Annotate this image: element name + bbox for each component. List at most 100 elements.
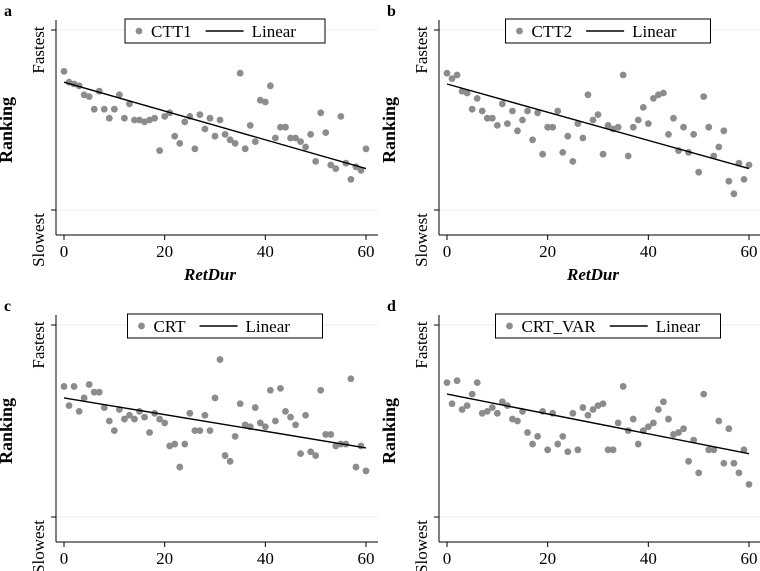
data-point xyxy=(216,356,224,363)
data-point xyxy=(695,469,703,477)
data-point xyxy=(100,105,108,113)
data-point xyxy=(266,82,274,90)
data-point xyxy=(468,390,476,398)
x-tick-label-60: 60 xyxy=(358,549,375,568)
data-point xyxy=(156,147,164,155)
data-point xyxy=(544,446,552,454)
data-point xyxy=(282,123,289,131)
y-axis-title: Ranking xyxy=(379,97,399,163)
data-point xyxy=(211,132,219,140)
x-tick-label-0: 0 xyxy=(60,549,69,568)
panel-letter: c xyxy=(4,298,11,315)
data-point xyxy=(231,432,239,440)
data-point xyxy=(85,381,93,388)
data-point xyxy=(604,446,612,454)
legend-marker xyxy=(135,27,143,35)
data-point xyxy=(332,165,340,173)
data-point xyxy=(564,132,572,140)
data-point xyxy=(599,150,607,158)
legend-box xyxy=(495,313,721,339)
data-point xyxy=(579,134,587,142)
x-tick-label-60: 60 xyxy=(741,242,758,261)
data-point xyxy=(191,427,199,434)
data-point xyxy=(327,431,335,438)
x-tick-label-20: 20 xyxy=(156,549,173,568)
data-point xyxy=(665,415,672,423)
data-point xyxy=(287,134,294,142)
data-point xyxy=(539,150,547,158)
data-point xyxy=(468,105,476,113)
data-point xyxy=(529,136,536,144)
legend: CRT_VAR Linear xyxy=(495,313,721,339)
data-point xyxy=(297,450,304,458)
panel-a: a Fastest Slowest Ranking 0 20 40 60 RetDur CTT1 L… xyxy=(0,3,378,284)
data-point xyxy=(241,145,249,153)
data-point xyxy=(529,440,536,448)
data-point xyxy=(463,89,471,97)
data-point xyxy=(680,425,687,433)
data-point xyxy=(624,152,632,160)
data-point xyxy=(246,122,254,129)
data-point xyxy=(141,413,148,421)
data-point xyxy=(312,452,320,459)
legend: CTT1 Linear xyxy=(124,18,326,44)
data-point xyxy=(206,427,214,434)
data-point xyxy=(191,145,199,153)
legend-marker xyxy=(516,27,523,35)
data-point xyxy=(614,123,622,131)
data-point xyxy=(554,440,562,448)
data-point xyxy=(524,429,531,436)
data-point xyxy=(272,134,279,142)
data-point xyxy=(700,93,708,100)
data-point xyxy=(473,379,481,386)
data-point xyxy=(146,429,153,436)
data-point xyxy=(322,431,330,438)
fit-line xyxy=(63,397,367,449)
data-point xyxy=(745,480,753,488)
fit-line xyxy=(446,393,750,455)
data-point xyxy=(534,109,541,117)
data-point xyxy=(251,404,259,411)
data-point xyxy=(448,400,456,408)
data-point xyxy=(347,176,355,183)
data-point xyxy=(509,107,516,115)
data-point xyxy=(589,406,597,413)
data-point xyxy=(357,167,365,174)
data-point xyxy=(151,114,159,122)
data-point xyxy=(261,98,269,106)
data-point xyxy=(256,419,264,427)
data-point xyxy=(65,402,73,410)
data-point xyxy=(629,415,637,423)
y-top-label: Fastest xyxy=(29,321,48,369)
data-point xyxy=(644,423,652,431)
data-point xyxy=(443,69,451,77)
x-tick-label-0: 0 xyxy=(443,549,452,568)
data-point xyxy=(216,116,224,124)
data-point xyxy=(655,406,662,413)
data-point xyxy=(307,448,315,456)
data-point xyxy=(282,408,289,415)
data-point xyxy=(584,411,592,419)
data-point xyxy=(559,149,567,156)
data-point xyxy=(337,113,345,120)
data-point xyxy=(463,402,471,410)
data-point xyxy=(715,417,723,425)
data-point xyxy=(483,114,491,122)
y-bottom-label: Slowest xyxy=(29,213,48,267)
x-tick-label-20: 20 xyxy=(156,242,173,261)
data-point xyxy=(665,131,672,138)
data-point xyxy=(312,158,320,165)
data-point xyxy=(574,120,582,127)
fit-line xyxy=(446,83,750,170)
data-point xyxy=(695,168,703,176)
data-point xyxy=(519,116,526,124)
data-point xyxy=(639,104,647,111)
data-point xyxy=(649,419,657,427)
legend-fit-label: Linear xyxy=(246,317,291,336)
data-point xyxy=(226,136,234,144)
panel-letter: b xyxy=(387,3,396,20)
x-tick-label-40: 40 xyxy=(257,242,274,261)
data-point xyxy=(272,417,279,425)
panel-letter: d xyxy=(387,298,396,315)
